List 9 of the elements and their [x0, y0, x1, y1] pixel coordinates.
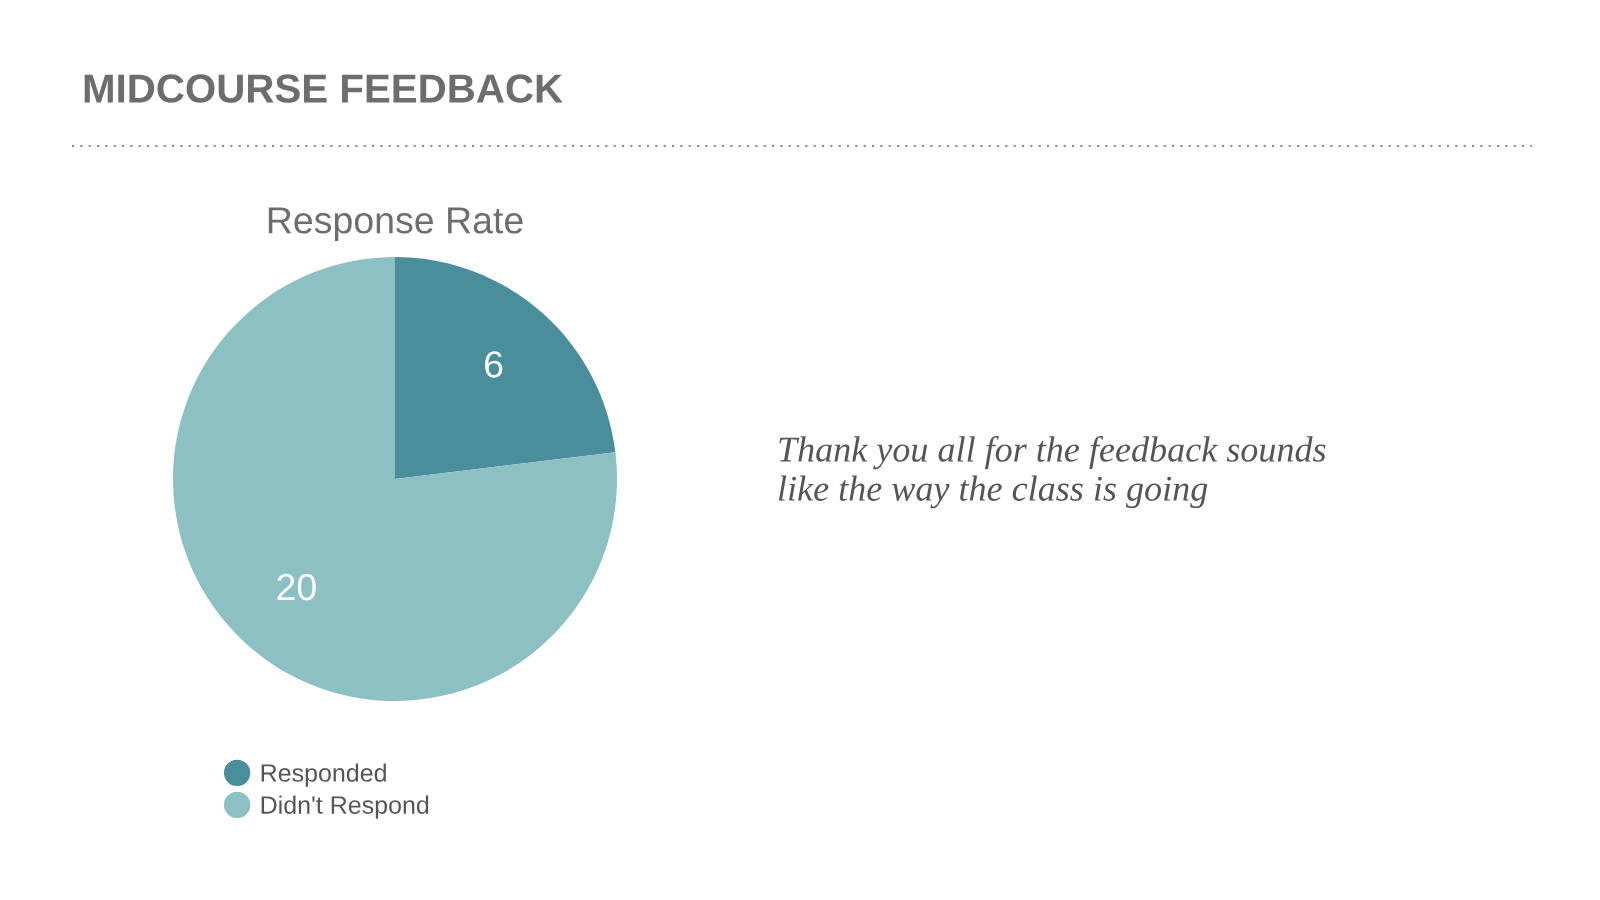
pie-slice	[173, 257, 617, 701]
legend-label: Didn't Respond	[261, 795, 429, 819]
pie-slice	[395, 257, 616, 479]
chart-subtitle: Response Rate	[268, 207, 523, 241]
legend-label: Responded	[261, 763, 386, 787]
data-label: 20	[277, 573, 316, 601]
text: Thank you all for the feedback sounds like the way the class is going	[778, 436, 1326, 509]
chart-title: MIDCOURSE FEEDBACK	[84, 74, 563, 103]
data-label: 6	[485, 351, 503, 378]
